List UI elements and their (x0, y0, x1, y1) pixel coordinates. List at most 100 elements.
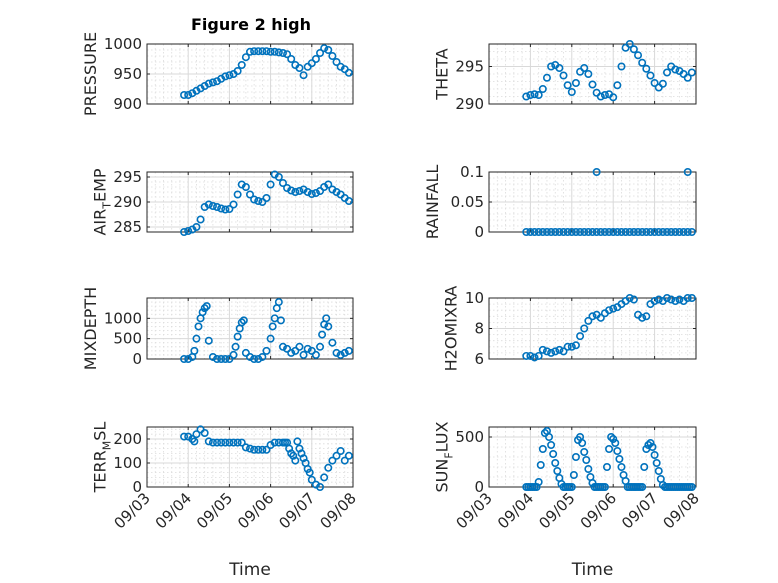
y-axis-label: PRESSURE (81, 32, 100, 116)
data-point (540, 428, 549, 437)
data-point (563, 81, 572, 90)
data-point (307, 346, 316, 355)
data-point (530, 90, 539, 99)
data-point (547, 62, 556, 71)
data-point (204, 79, 213, 88)
data-point (231, 342, 240, 351)
data-point (311, 350, 320, 359)
data-point (534, 228, 543, 237)
data-point (613, 446, 622, 455)
data-point (295, 342, 304, 351)
data-point (311, 54, 320, 63)
data-point (320, 473, 329, 482)
data-point (596, 228, 605, 237)
data-point (278, 179, 287, 188)
data-point (679, 228, 688, 237)
data-point (316, 482, 325, 491)
data-point (180, 91, 189, 100)
data-point (555, 228, 564, 237)
y-tick-label: 1000 (104, 309, 142, 327)
data-point (576, 332, 585, 341)
data-point (254, 47, 263, 56)
y-axis-label: TERRMSL (90, 422, 113, 494)
data-point (602, 462, 611, 471)
data-point (609, 304, 618, 313)
data-point (592, 168, 601, 177)
data-point (241, 183, 250, 192)
data-point (592, 228, 601, 237)
data-point (605, 228, 614, 237)
data-point (534, 351, 543, 360)
data-point (687, 228, 696, 237)
data-point (217, 204, 226, 213)
data-point (646, 71, 655, 80)
data-point (225, 205, 234, 214)
data-point (580, 447, 589, 456)
data-point (559, 347, 568, 356)
data-point (650, 297, 659, 306)
data-point (567, 342, 576, 351)
data-point (571, 452, 580, 461)
data-point (522, 92, 531, 101)
data-point (229, 438, 238, 447)
data-point (305, 468, 314, 477)
data-point (588, 80, 597, 89)
data-point (542, 347, 551, 356)
data-point (278, 48, 287, 57)
data-point (184, 227, 193, 236)
data-point (642, 64, 651, 73)
data-point (213, 203, 222, 212)
data-point (221, 354, 230, 363)
figure-title: Figure 2 high (191, 15, 311, 34)
y-tick-label: 0 (132, 478, 142, 496)
data-point (588, 478, 597, 487)
data-point (241, 443, 250, 452)
data-point (658, 228, 667, 237)
plot-area (146, 426, 354, 488)
data-point (638, 313, 647, 322)
data-point (270, 438, 279, 447)
data-point (625, 39, 634, 48)
data-point (208, 202, 217, 211)
data-point (344, 346, 353, 355)
data-point (687, 68, 696, 77)
data-point (687, 482, 696, 491)
data-point (328, 338, 337, 347)
data-point (569, 470, 578, 479)
data-point (609, 93, 618, 102)
data-point (258, 198, 267, 207)
data-point (658, 79, 667, 88)
data-point (200, 304, 209, 313)
data-point (316, 187, 325, 196)
data-point (671, 65, 680, 74)
data-point (547, 228, 556, 237)
data-point (613, 228, 622, 237)
data-point (683, 228, 692, 237)
data-point (213, 438, 222, 447)
data-point (642, 312, 651, 321)
y-tick-label: 295 (113, 168, 142, 186)
data-point (295, 187, 304, 196)
data-point (225, 438, 234, 447)
data-point (588, 312, 597, 321)
y-tick-label: 200 (113, 430, 142, 448)
data-point (266, 180, 275, 189)
data-point (542, 73, 551, 82)
data-point (340, 456, 349, 465)
data-point (208, 438, 217, 447)
data-point (237, 318, 246, 327)
data-point (530, 228, 539, 237)
data-point (316, 48, 325, 57)
data-point (615, 454, 624, 463)
data-point (299, 350, 308, 359)
y-tick-label: 950 (113, 65, 142, 83)
data-point (625, 228, 634, 237)
x-axis-label: Time (228, 560, 271, 580)
data-point (204, 200, 213, 209)
data-point (295, 64, 304, 73)
data-point (198, 308, 207, 317)
data-point (629, 228, 638, 237)
